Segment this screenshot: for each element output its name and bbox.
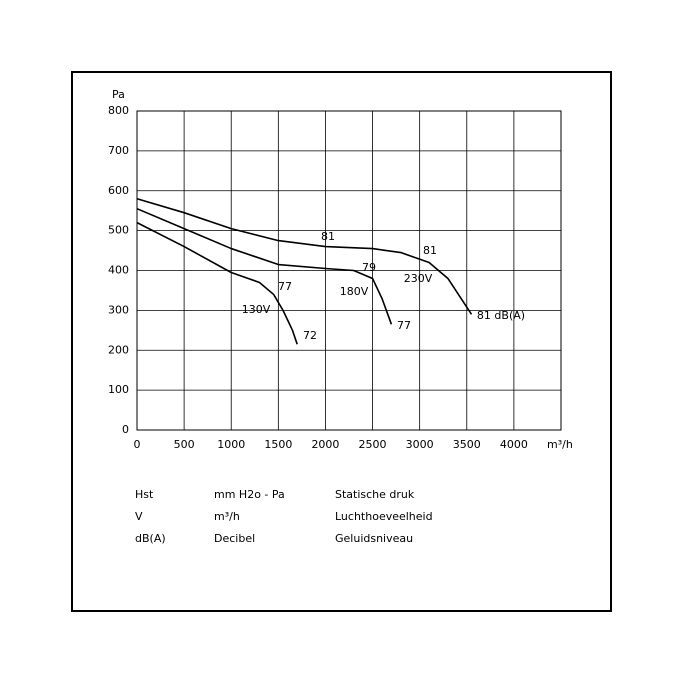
x-tick-label: 0 <box>134 438 141 451</box>
x-tick-label: 3500 <box>453 438 481 451</box>
y-tick-label: 600 <box>108 184 129 197</box>
annotation: 77 <box>278 280 292 293</box>
y-tick-label: 300 <box>108 303 129 316</box>
legend-table-cell: m³/h <box>214 510 240 523</box>
annotation: 81 <box>321 230 335 243</box>
x-tick-label: 2500 <box>359 438 387 451</box>
x-tick-label: 1500 <box>264 438 292 451</box>
legend-table-cell: V <box>135 510 143 523</box>
series-label: 180V <box>340 285 369 298</box>
y-tick-label: 500 <box>108 224 129 237</box>
frame <box>71 71 612 612</box>
x-axis-label: m³/h <box>547 438 573 451</box>
y-tick-label: 200 <box>108 343 129 356</box>
x-tick-label: 4000 <box>500 438 528 451</box>
annotation: 77 <box>397 319 411 332</box>
legend-table-cell: dB(A) <box>135 532 166 545</box>
fan-curve <box>136 221 298 345</box>
y-tick-label: 700 <box>108 144 129 157</box>
legend-table-cell: Luchthoeveelheid <box>335 510 433 523</box>
y-tick-label: 100 <box>108 383 129 396</box>
annotation: 79 <box>362 261 376 274</box>
y-tick-label: 800 <box>108 104 129 117</box>
annotation: 81 dB(A) <box>477 309 525 322</box>
legend-table-cell: mm H2o - Pa <box>214 488 285 501</box>
series-label: 130V <box>242 303 271 316</box>
legend-table-cell: Hst <box>135 488 154 501</box>
legend-table-cell: Statische druk <box>335 488 415 501</box>
legend-table-cell: Decibel <box>214 532 255 545</box>
y-tick-label: 0 <box>122 423 129 436</box>
fan-curve <box>136 197 473 315</box>
x-tick-label: 3000 <box>406 438 434 451</box>
annotation: 81 <box>423 244 437 257</box>
fan-curve <box>136 207 393 325</box>
x-tick-label: 1000 <box>217 438 245 451</box>
x-tick-label: 2000 <box>311 438 339 451</box>
annotation: 72 <box>303 329 317 342</box>
series-label: 230V <box>404 272 433 285</box>
legend-table-cell: Geluidsniveau <box>335 532 413 545</box>
x-tick-label: 500 <box>174 438 195 451</box>
y-axis-label: Pa <box>112 88 125 101</box>
y-tick-label: 400 <box>108 264 129 277</box>
